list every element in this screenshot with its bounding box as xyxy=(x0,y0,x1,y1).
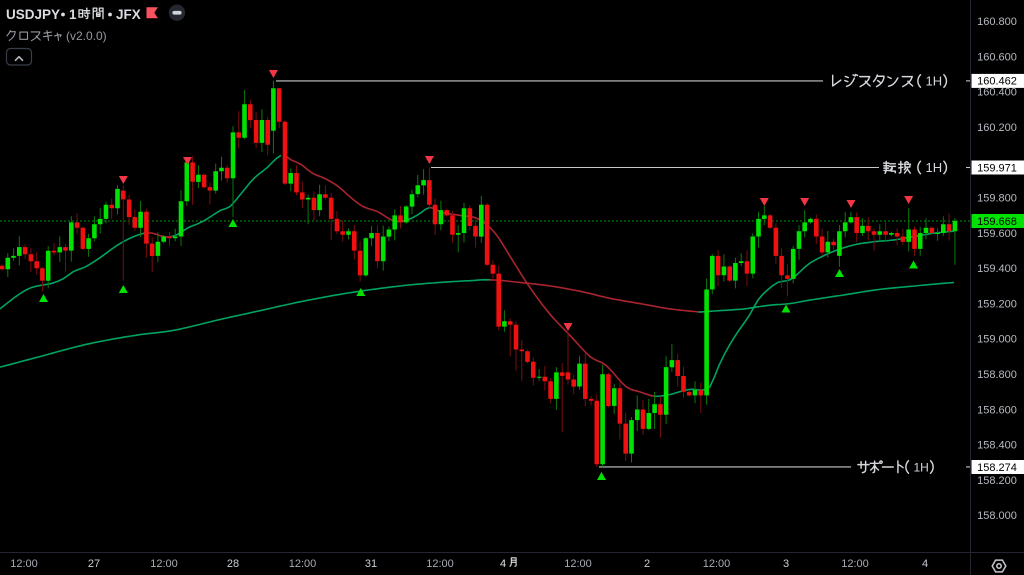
svg-text:160.600: 160.600 xyxy=(977,51,1017,63)
svg-text:158.000: 158.000 xyxy=(977,510,1017,522)
svg-text:USDJPY: USDJPY xyxy=(6,7,60,22)
svg-text:12:00: 12:00 xyxy=(841,558,869,570)
svg-text:159.400: 159.400 xyxy=(977,263,1017,275)
svg-text:159.000: 159.000 xyxy=(977,334,1017,346)
svg-text:158.274: 158.274 xyxy=(977,462,1017,474)
svg-text:27: 27 xyxy=(88,558,100,570)
svg-text:12:00: 12:00 xyxy=(703,558,731,570)
svg-text:159.800: 159.800 xyxy=(977,193,1017,205)
svg-text:1H: 1H xyxy=(926,160,943,175)
svg-text:(v2.0.0): (v2.0.0) xyxy=(66,29,107,43)
svg-text:2: 2 xyxy=(644,558,650,570)
svg-text:1H: 1H xyxy=(914,461,929,475)
svg-text:160.800: 160.800 xyxy=(977,16,1017,28)
svg-text:31: 31 xyxy=(365,558,377,570)
svg-text:159.600: 159.600 xyxy=(977,228,1017,240)
svg-text:158.800: 158.800 xyxy=(977,369,1017,381)
svg-text:159.668: 159.668 xyxy=(977,216,1017,228)
svg-text:159.971: 159.971 xyxy=(977,162,1017,174)
svg-text:160.200: 160.200 xyxy=(977,122,1017,134)
svg-text:JFX: JFX xyxy=(116,7,141,22)
svg-text:12:00: 12:00 xyxy=(150,558,178,570)
svg-text:159.200: 159.200 xyxy=(977,298,1017,310)
svg-text:4: 4 xyxy=(500,558,506,570)
svg-text:158.400: 158.400 xyxy=(977,440,1017,452)
svg-text:12:00: 12:00 xyxy=(289,558,317,570)
svg-text:12:00: 12:00 xyxy=(10,558,38,570)
svg-text:1H: 1H xyxy=(926,74,943,89)
svg-text:4: 4 xyxy=(922,558,928,570)
svg-text:28: 28 xyxy=(227,558,239,570)
svg-text:160.462: 160.462 xyxy=(977,76,1017,88)
svg-text:12:00: 12:00 xyxy=(564,558,592,570)
svg-text:12:00: 12:00 xyxy=(426,558,454,570)
svg-text:158.200: 158.200 xyxy=(977,475,1017,487)
svg-text:160.400: 160.400 xyxy=(977,87,1017,99)
svg-text:158.600: 158.600 xyxy=(977,404,1017,416)
svg-text:1: 1 xyxy=(69,7,77,22)
svg-text:3: 3 xyxy=(783,558,789,570)
